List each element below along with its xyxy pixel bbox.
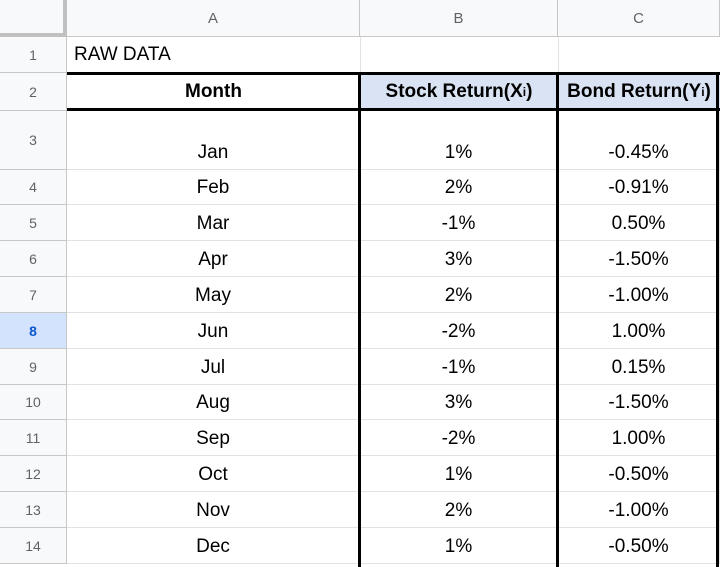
- row-header-8[interactable]: 8: [0, 313, 67, 349]
- month-cell[interactable]: Feb: [67, 170, 360, 205]
- bond-return-cell[interactable]: 1.00%: [558, 313, 720, 349]
- stock-return-cell[interactable]: 2%: [360, 492, 558, 528]
- title-cell[interactable]: RAW DATA: [74, 44, 171, 65]
- stock-return-cell[interactable]: 1%: [360, 111, 558, 170]
- row-header-12[interactable]: 12: [0, 456, 67, 492]
- month-cell[interactable]: Jun: [67, 313, 360, 349]
- bond-return-cell[interactable]: -1.50%: [558, 385, 720, 420]
- header-bond-suffix: ): [704, 80, 711, 102]
- bond-return-cell[interactable]: -0.91%: [558, 170, 720, 205]
- row-header-2[interactable]: 2: [0, 73, 67, 111]
- month-cell[interactable]: Nov: [67, 492, 360, 528]
- header-stock-subscript: i: [522, 84, 527, 99]
- row-header-11[interactable]: 11: [0, 420, 67, 456]
- bond-return-cell[interactable]: -0.45%: [558, 111, 720, 170]
- header-bond-return[interactable]: Bond Return(Y i): [558, 72, 720, 111]
- month-cell[interactable]: Aug: [67, 385, 360, 420]
- table-border: [358, 72, 361, 567]
- row-header-3[interactable]: 3: [0, 111, 67, 170]
- header-bond-label: Bond Return(Y: [567, 80, 702, 102]
- stock-return-cell[interactable]: 2%: [360, 170, 558, 205]
- month-cell[interactable]: Mar: [67, 205, 360, 241]
- stock-return-cell[interactable]: -2%: [360, 313, 558, 349]
- header-month[interactable]: Month: [67, 72, 360, 111]
- stock-return-cell[interactable]: 2%: [360, 277, 558, 313]
- row-header-14[interactable]: 14: [0, 528, 67, 564]
- stock-return-cell[interactable]: -2%: [360, 420, 558, 456]
- bond-return-cell[interactable]: -1.00%: [558, 492, 720, 528]
- month-cell[interactable]: May: [67, 277, 360, 313]
- column-header-c[interactable]: C: [558, 0, 720, 37]
- row-header-13[interactable]: 13: [0, 492, 67, 528]
- row-header-9[interactable]: 9: [0, 349, 67, 385]
- stock-return-cell[interactable]: -1%: [360, 205, 558, 241]
- select-all-corner[interactable]: [0, 0, 67, 37]
- month-cell[interactable]: Jan: [67, 111, 360, 170]
- table-border: [716, 72, 719, 567]
- row-header-4[interactable]: 4: [0, 170, 67, 205]
- header-bond-subscript: i: [701, 84, 705, 99]
- bond-return-cell[interactable]: -0.50%: [558, 528, 720, 564]
- bond-return-cell[interactable]: 1.00%: [558, 420, 720, 456]
- header-stock-suffix: ): [526, 80, 533, 102]
- stock-return-cell[interactable]: 1%: [360, 528, 558, 564]
- stock-return-cell[interactable]: 3%: [360, 241, 558, 277]
- month-cell[interactable]: Jul: [67, 349, 360, 385]
- row-header-7[interactable]: 7: [0, 277, 67, 313]
- grid-divider: [360, 37, 361, 73]
- bond-return-cell[interactable]: -0.50%: [558, 456, 720, 492]
- month-cell[interactable]: Sep: [67, 420, 360, 456]
- bond-return-cell[interactable]: -1.00%: [558, 277, 720, 313]
- bond-return-cell[interactable]: 0.15%: [558, 349, 720, 385]
- row-header-5[interactable]: 5: [0, 205, 67, 241]
- row-header-1[interactable]: 1: [0, 37, 67, 73]
- stock-return-cell[interactable]: -1%: [360, 349, 558, 385]
- month-cell[interactable]: Oct: [67, 456, 360, 492]
- column-header-a[interactable]: A: [67, 0, 360, 37]
- bond-return-cell[interactable]: -1.50%: [558, 241, 720, 277]
- table-border: [556, 72, 559, 567]
- month-cell[interactable]: Apr: [67, 241, 360, 277]
- row-header-6[interactable]: 6: [0, 241, 67, 277]
- stock-return-cell[interactable]: 1%: [360, 456, 558, 492]
- header-stock-return[interactable]: Stock Return(X i ): [360, 72, 558, 111]
- grid-divider: [558, 37, 559, 73]
- header-stock-label: Stock Return(X: [385, 80, 523, 102]
- column-header-b[interactable]: B: [360, 0, 558, 37]
- bond-return-cell[interactable]: 0.50%: [558, 205, 720, 241]
- row-header-10[interactable]: 10: [0, 385, 67, 420]
- month-cell[interactable]: Dec: [67, 528, 360, 564]
- stock-return-cell[interactable]: 3%: [360, 385, 558, 420]
